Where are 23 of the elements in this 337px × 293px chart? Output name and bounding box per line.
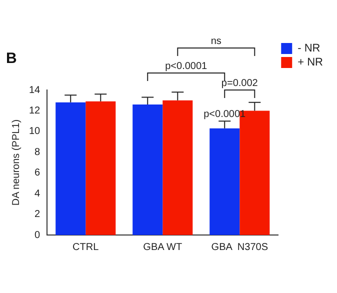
legend-label: + NR xyxy=(298,56,324,69)
chart-title: B xyxy=(6,50,17,68)
x-tick-label: GBA N370S xyxy=(211,242,268,253)
y-tick-label: 14 xyxy=(29,84,41,96)
text: p<0.0001 xyxy=(165,60,208,72)
text: p=0.002 xyxy=(221,78,258,89)
text: ns xyxy=(210,36,222,47)
bar xyxy=(132,104,163,235)
y-tick-label: 12 xyxy=(29,105,41,116)
y-tick-label: 4 xyxy=(34,188,41,200)
y-tick-label: 2 xyxy=(34,209,41,220)
y-tick-label: 8 xyxy=(34,146,41,158)
bar xyxy=(162,100,193,235)
bar xyxy=(56,102,86,235)
bar xyxy=(86,101,116,235)
y-tick-label: 6 xyxy=(34,168,41,179)
legend-label: - NR xyxy=(298,42,320,55)
x-tick-label: GBA WT xyxy=(143,242,182,253)
y-axis-title: DA neurons (PPL1) xyxy=(10,119,22,206)
x-tick-label: CTRL xyxy=(72,242,100,253)
y-tick-label: 10 xyxy=(29,126,41,138)
y-tick-label: 0 xyxy=(34,230,41,241)
bar xyxy=(210,128,240,235)
